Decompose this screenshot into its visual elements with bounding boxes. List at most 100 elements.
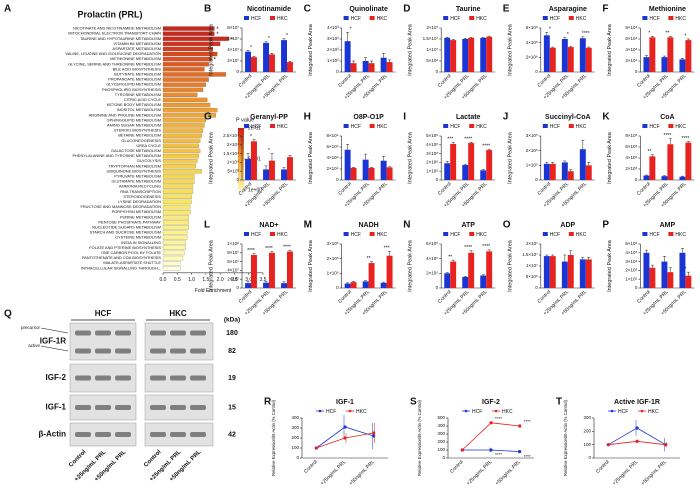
x-tick-label: Control	[238, 289, 254, 305]
y-tick-label: 0	[436, 177, 439, 182]
lane-label: Control	[68, 449, 88, 469]
bar	[380, 57, 387, 72]
bar	[679, 59, 686, 72]
y-tick-label: 4×10⁶	[526, 40, 538, 45]
kda-label: 19	[228, 375, 236, 382]
y-tick-label: 4×10⁷	[227, 47, 239, 52]
panel-letter: P	[602, 220, 609, 231]
significance: *	[350, 27, 352, 33]
y-tick-label: 4×10³	[327, 25, 339, 30]
bar	[368, 63, 375, 72]
x-tick-label: Control	[437, 181, 453, 197]
y-tick-label: 1×10⁷	[526, 263, 538, 268]
x-tick-label: Control	[337, 289, 353, 305]
x-tick-label: Control	[537, 181, 553, 197]
blot-band	[95, 375, 111, 381]
y-tick-label: 300	[583, 415, 591, 420]
bar	[667, 37, 674, 72]
row-label: IGF-1	[46, 403, 67, 412]
y-tick-label: 6×10⁵	[426, 241, 438, 246]
bar	[263, 282, 269, 288]
pathway-label: ASPARTATE METABOLISM	[113, 46, 162, 51]
panel-letter: S	[410, 397, 417, 408]
y-tick-label: 0	[336, 69, 339, 74]
chart-title: ATP	[461, 222, 475, 229]
bar	[579, 259, 586, 288]
bar	[162, 92, 198, 97]
pathway-label: VALINE, LEUCINE AND ISOLEUCINE DEGRADATI…	[65, 51, 161, 56]
x-tick-label: 0.5	[174, 277, 181, 283]
blot-band	[95, 405, 111, 410]
bar	[567, 171, 574, 180]
point	[343, 436, 347, 440]
y-axis-label: Relative Expression/B-Actin (% Control)	[271, 399, 276, 476]
significance: **	[448, 254, 452, 260]
bar	[162, 215, 189, 220]
legend-label: HKC	[648, 409, 659, 415]
x-tick-label: +25ng/mL PRL	[612, 459, 640, 487]
panel-letter: J	[503, 112, 509, 123]
blot-band	[150, 330, 166, 336]
chart-title: AMP	[660, 222, 676, 229]
y-axis-label: Relative Expression/B-Actin (% Control)	[417, 399, 422, 476]
y-tick-label: 0	[535, 285, 538, 290]
panel-letter: Q	[4, 309, 12, 320]
y-axis-label: Integrated Peak Area	[308, 131, 314, 184]
bar	[245, 158, 251, 180]
pathway-label: TAURINE AND HYPOTAURINE METABOLISM	[80, 36, 161, 41]
legend-label: HKC	[476, 124, 487, 130]
bar	[643, 252, 650, 288]
bar	[162, 72, 226, 77]
y-tick-label: 6×10⁴	[625, 36, 637, 41]
bar	[162, 113, 216, 118]
bar	[386, 167, 393, 180]
legend-swatch	[443, 124, 449, 128]
y-tick-label: 6×10⁷	[227, 36, 239, 41]
legend-label: HCF	[251, 232, 261, 238]
legend-swatch	[542, 16, 548, 20]
y-axis-label: Integrated Peak Area	[308, 23, 314, 76]
significance: ****	[283, 244, 291, 250]
bar	[661, 57, 668, 72]
pathway-label: CITRIC ACID CYCLE	[124, 97, 162, 102]
legend-marker	[640, 409, 644, 413]
kda-label: 15	[228, 404, 236, 411]
legend-label: HCF	[351, 16, 361, 22]
pathway-label: STARCH AND SUCROSE METABOLISM	[90, 230, 161, 235]
x-tick-label: Control	[636, 73, 652, 89]
y-tick-label: 200	[583, 429, 591, 434]
legend-label: HKC	[377, 232, 388, 238]
pathway-label: PENTOSE PHOSPHATE PATHWAY	[98, 219, 161, 224]
bar	[649, 156, 656, 180]
significance: *	[549, 27, 551, 33]
y-axis-label: Relative Expression/B-Actin (% Control)	[563, 399, 568, 476]
y-tick-label: 400	[437, 423, 445, 428]
row-label: IGF-2	[46, 373, 67, 382]
significance: ****	[664, 133, 672, 139]
legend-swatch	[469, 232, 475, 236]
y-tick-label: 5×10⁶	[426, 58, 438, 63]
bar	[667, 144, 674, 180]
x-tick-label: Control	[303, 459, 319, 475]
panel-letter: R	[264, 397, 272, 408]
y-tick-label: 0	[336, 177, 339, 182]
band-arrow	[40, 345, 69, 352]
y-tick-label: 1×10⁸	[227, 241, 239, 246]
y-tick-label: 1×10⁷	[426, 47, 438, 52]
legend-label: HKC	[277, 232, 288, 238]
significance: *	[567, 32, 569, 38]
blot-band	[75, 432, 91, 437]
significance: *	[250, 45, 252, 51]
x-tick-label: Control	[337, 181, 353, 197]
legend-swatch	[244, 16, 249, 20]
y-tick-label: 1.5×10⁷	[423, 36, 439, 41]
bar	[162, 210, 191, 215]
pathway-label: INTRACELLULAR SIGNALLING THROUGH...	[81, 265, 161, 270]
bar	[643, 57, 650, 72]
blot-band	[75, 405, 91, 410]
pathway-label: NICOTINATE AND NICOTINAMIDE METABOLISM	[73, 26, 161, 31]
x-tick-label: +50ng/mL PRL	[494, 459, 522, 487]
blot-band	[170, 330, 186, 336]
significance: **	[367, 256, 371, 262]
pathway-label: GLUCONEOGENESIS	[121, 138, 161, 143]
